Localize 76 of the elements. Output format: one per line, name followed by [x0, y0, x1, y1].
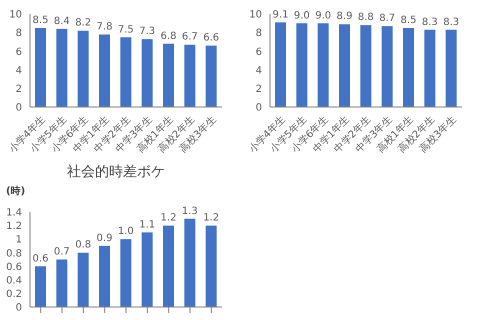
bar: [56, 260, 68, 307]
data-label: 8.5: [400, 14, 416, 26]
data-label: 1.2: [203, 212, 220, 224]
y-tick-label: 1.2: [6, 221, 22, 232]
bar: [206, 226, 217, 307]
data-label: 8.2: [75, 18, 92, 29]
y-tick-label: 4: [256, 65, 262, 76]
y-tick-label: 6: [256, 46, 262, 58]
y-tick-label: 2: [16, 84, 22, 95]
chart-title: 社会的時差ボケ: [66, 163, 166, 182]
data-label: 1.3: [182, 206, 198, 217]
bar: [424, 30, 436, 107]
data-label: 6.7: [182, 32, 198, 43]
y-tick-label: 4: [16, 65, 22, 76]
bar: [206, 46, 217, 107]
bar: [184, 44, 196, 107]
bar: [78, 30, 89, 107]
y-tick-label: 2: [256, 84, 262, 95]
y-tick-label: 1.4: [6, 208, 22, 219]
y-tick-label: 10: [9, 10, 22, 21]
data-label: 1.0: [118, 226, 134, 238]
data-label: 8.3: [422, 16, 438, 28]
bar: [35, 28, 46, 107]
data-label: 7.5: [118, 24, 134, 36]
bar: [403, 28, 414, 107]
y-tick-label: 8: [16, 28, 22, 40]
bar: [56, 28, 68, 107]
bar: [360, 25, 372, 107]
y-tick-label: 0.8: [6, 248, 22, 260]
bar: [339, 24, 350, 107]
bar: [35, 266, 46, 307]
bar: [78, 252, 89, 307]
data-label: 8.8: [358, 12, 374, 24]
bar: [120, 37, 132, 107]
bar: [446, 30, 457, 107]
data-label: 6.6: [203, 32, 220, 44]
y-tick-label: 0.6: [6, 262, 22, 273]
y-axis-title: (時): [5, 184, 26, 198]
data-label: 0.6: [32, 253, 48, 264]
bar: [318, 23, 329, 107]
bar: [163, 44, 174, 107]
bar: [142, 232, 153, 307]
data-label: 9.0: [315, 10, 332, 22]
data-label: 8.9: [336, 11, 352, 22]
bar: [99, 34, 110, 107]
y-tick-label: 1: [16, 234, 22, 246]
data-label: 1.2: [160, 212, 176, 224]
data-label: 8.5: [32, 14, 48, 26]
data-label: 9.1: [272, 9, 288, 20]
bar: [275, 22, 286, 107]
y-tick-label: 8: [256, 28, 262, 40]
y-tick-label: 0: [16, 102, 22, 114]
bar: [142, 39, 153, 107]
bar: [99, 246, 110, 307]
bar: [120, 239, 132, 307]
y-tick-label: 0.4: [6, 275, 22, 286]
data-label: 0.9: [96, 232, 112, 244]
bar: [163, 226, 174, 307]
bar: [184, 218, 196, 307]
data-label: 1.1: [139, 219, 156, 230]
data-label: 7.8: [96, 21, 112, 32]
data-label: 0.8: [75, 240, 92, 251]
y-tick-label: 0: [16, 302, 22, 314]
y-tick-label: 10: [249, 10, 262, 21]
data-label: 7.3: [139, 26, 156, 38]
data-label: 8.7: [379, 13, 396, 24]
data-label: 8.4: [54, 16, 70, 27]
data-label: 0.7: [54, 246, 70, 258]
bar: [382, 26, 393, 107]
data-label: 8.3: [443, 16, 460, 28]
y-tick-label: 0.2: [6, 288, 22, 300]
y-tick-label: 0: [256, 102, 262, 114]
data-label: 6.8: [160, 30, 176, 42]
data-label: 9.0: [294, 10, 310, 22]
bar: [296, 23, 308, 107]
y-tick-label: 6: [16, 46, 22, 58]
